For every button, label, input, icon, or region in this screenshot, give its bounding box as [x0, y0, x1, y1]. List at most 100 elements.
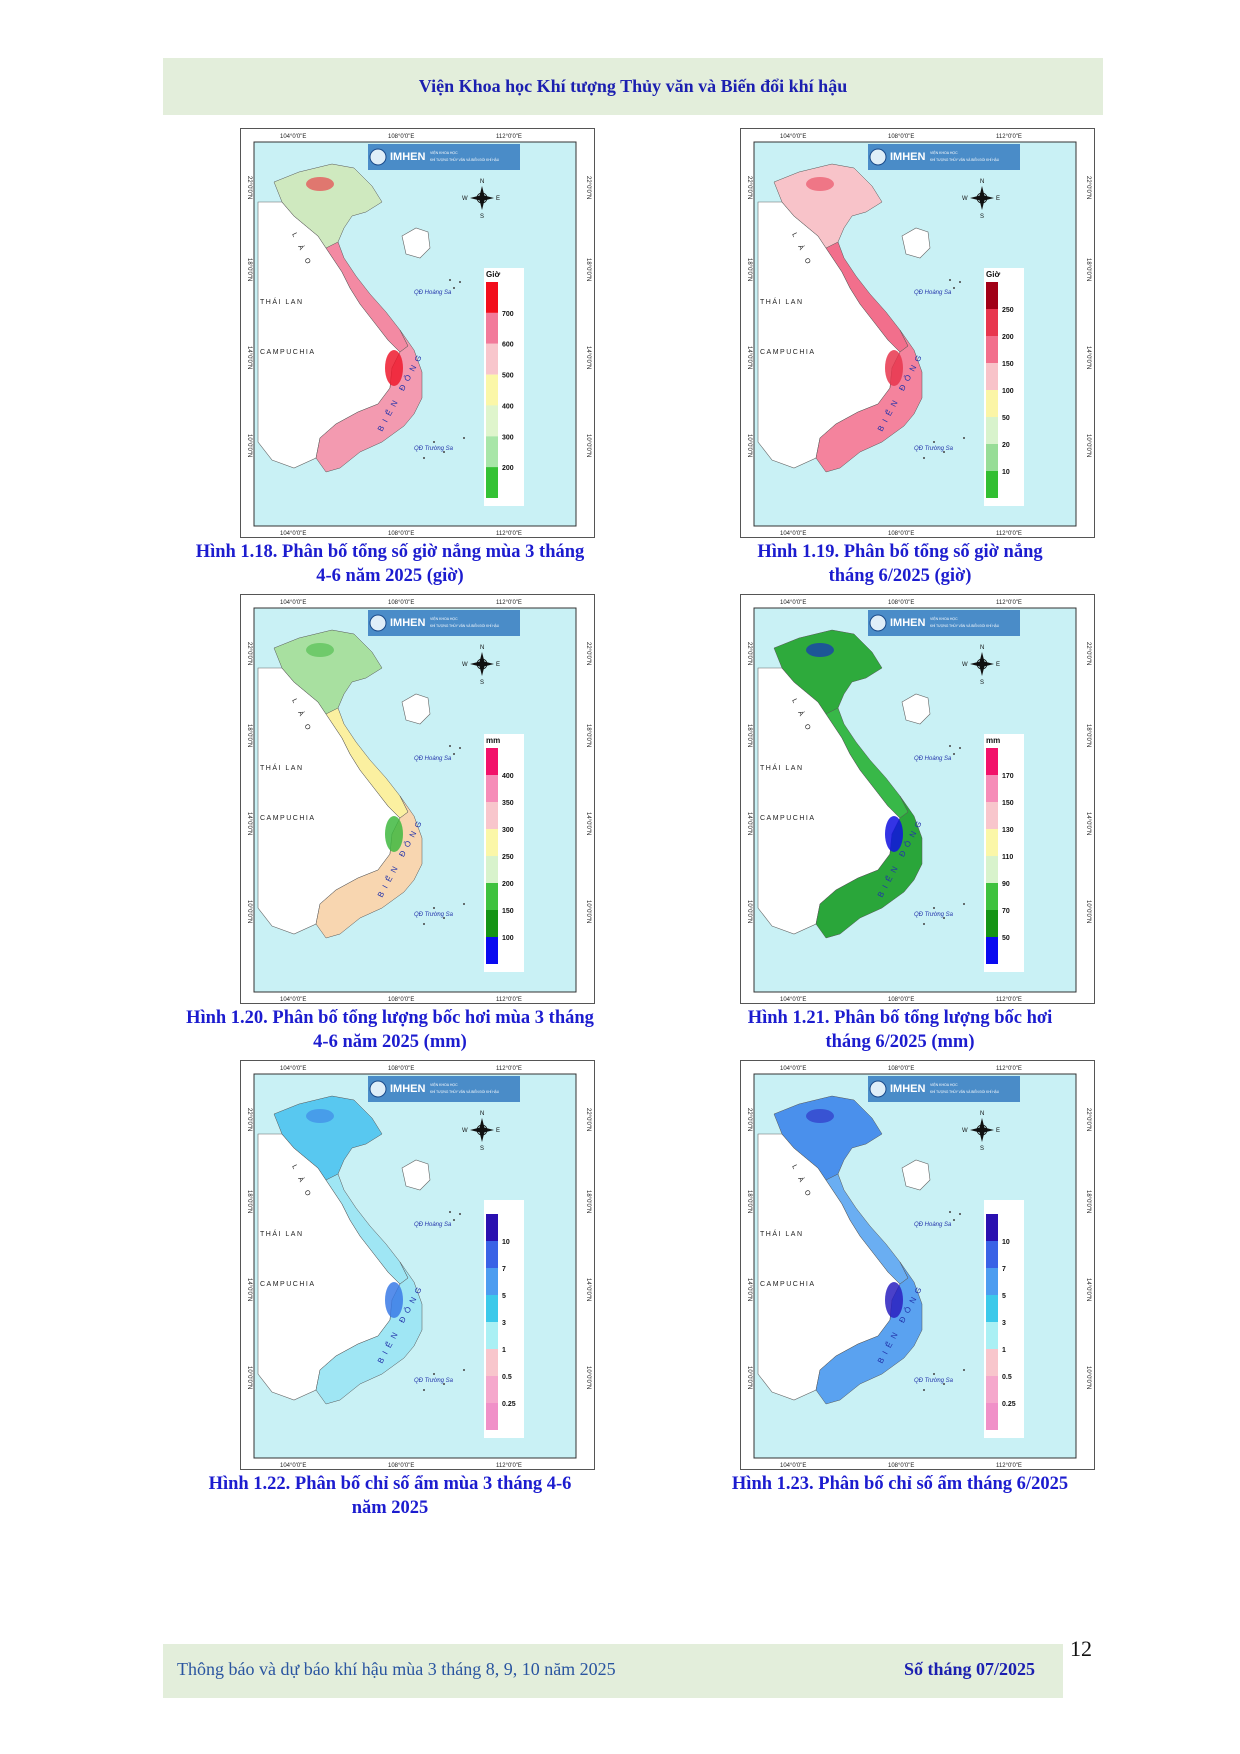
- latitude-label-left: 22°0'0"N: [246, 176, 252, 199]
- longitude-label-top: 104°0'0"E: [780, 1066, 806, 1072]
- imhen-logo-sub1: VIỆN KHOA HỌC: [430, 616, 458, 621]
- latitude-label-left: 10°0'0"N: [746, 1366, 752, 1389]
- imhen-emblem-icon: [369, 148, 387, 166]
- legend-tick-label: 130: [1002, 827, 1014, 834]
- vietnam-north-region: [273, 1095, 383, 1187]
- latitude-label-left: 14°0'0"N: [746, 812, 752, 835]
- figure-caption-line2: 4-6 năm 2025 (giờ): [316, 566, 464, 586]
- latitude-label-right: 22°0'0"N: [1085, 1108, 1091, 1131]
- label-truongsa: QĐ Trường Sa: [414, 446, 454, 452]
- label-campuchia: CAMPUCHIA: [760, 1281, 816, 1288]
- compass-needle-ew: [970, 661, 994, 667]
- figure-caption: Hình 1.18. Phân bố tổng số giờ nắng mùa …: [130, 540, 650, 588]
- figure-caption: Hình 1.19. Phân bố tổng số giờ nắng tháng…: [640, 540, 1160, 588]
- legend-tick-label: 7: [502, 1266, 506, 1273]
- legend-swatch: [486, 436, 498, 468]
- compass-e: E: [996, 1128, 1000, 1134]
- island-dot: [449, 1211, 451, 1213]
- legend-tick-label: 150: [502, 908, 514, 915]
- compass-n: N: [980, 1111, 984, 1117]
- latitude-label-right: 18°0'0"N: [1085, 258, 1091, 281]
- legend-swatch: [986, 309, 998, 336]
- legend-tick-label: 110: [1002, 854, 1013, 861]
- longitude-label-top: 104°0'0"E: [280, 1066, 306, 1072]
- compass-s: S: [980, 1146, 984, 1152]
- compass-e: E: [496, 196, 500, 202]
- longitude-label-top: 104°0'0"E: [280, 600, 306, 606]
- legend-tick-label: 300: [502, 434, 514, 441]
- compass-s: S: [480, 214, 484, 220]
- longitude-label-top: 112°0'0"E: [496, 1066, 522, 1072]
- label-thailan: THÁI LAN: [760, 297, 804, 306]
- compass-w: W: [462, 662, 468, 668]
- hainan-island: [401, 1159, 431, 1191]
- legend-swatch: [486, 1295, 498, 1322]
- legend-swatch: [986, 471, 998, 498]
- island-dot: [433, 441, 435, 443]
- island-dot: [443, 451, 445, 453]
- longitude-label-bottom: 108°0'0"E: [888, 1463, 914, 1469]
- legend-swatch: [986, 336, 998, 363]
- island-dot: [949, 745, 951, 747]
- legend-swatch: [486, 1322, 498, 1349]
- longitude-label-bottom: 104°0'0"E: [780, 531, 806, 537]
- latitude-label-left: 22°0'0"N: [746, 642, 752, 665]
- longitude-label-bottom: 112°0'0"E: [996, 531, 1022, 537]
- island-dot: [963, 903, 965, 905]
- legend-unit: Giờ: [986, 270, 1000, 279]
- latitude-label-right: 22°0'0"N: [1085, 176, 1091, 199]
- legend-tick-label: 20: [1002, 442, 1010, 449]
- legend-swatch: [486, 910, 498, 937]
- island-dot: [449, 279, 451, 281]
- legend-swatch: [486, 829, 498, 856]
- imhen-logo-text: IMHEN: [890, 151, 926, 163]
- imhen-logo-text: IMHEN: [890, 1083, 926, 1095]
- imhen-logo-sub2: KHÍ TƯỢNG THỦY VĂN VÀ BIẾN ĐỔI KHÍ HẬU: [930, 623, 1000, 628]
- legend-tick-label: 10: [1002, 1239, 1010, 1246]
- vietnam-north-region: [273, 629, 383, 721]
- legend-swatch: [986, 1403, 998, 1430]
- latitude-label-right: 14°0'0"N: [585, 1278, 591, 1301]
- island-dot: [923, 1389, 925, 1391]
- imhen-emblem-icon: [869, 1080, 887, 1098]
- label-hoangsa: QĐ Hoàng Sa: [914, 1222, 952, 1228]
- latitude-label-right: 14°0'0"N: [585, 812, 591, 835]
- legend-swatch: [486, 1268, 498, 1295]
- island-dot: [959, 1213, 961, 1215]
- legend-swatch: [486, 856, 498, 883]
- label-campuchia: CAMPUCHIA: [760, 815, 816, 822]
- legend-tick-label: 50: [1002, 935, 1010, 942]
- figure-caption-line1: Hình 1.18. Phân bố tổng số giờ nắng mùa …: [195, 542, 585, 562]
- label-truongsa: QĐ Trường Sa: [914, 912, 954, 918]
- compass-rose-icon: N S E W: [462, 645, 500, 686]
- figure-caption-line1: Hình 1.23. Phân bố chỉ số ẩm tháng 6/202…: [731, 1474, 1069, 1494]
- imhen-logo-sub1: VIỆN KHOA HỌC: [430, 150, 458, 155]
- latitude-label-left: 22°0'0"N: [246, 1108, 252, 1131]
- island-dot: [443, 917, 445, 919]
- island-dot: [959, 747, 961, 749]
- label-campuchia: CAMPUCHIA: [760, 349, 816, 356]
- hotspot-zone: [385, 1282, 403, 1318]
- label-hoangsa: QĐ Hoàng Sa: [414, 1222, 452, 1228]
- legend-tick-label: 100: [502, 935, 514, 942]
- legend-swatch: [986, 444, 998, 471]
- longitude-label-bottom: 104°0'0"E: [280, 1463, 306, 1469]
- longitude-label-top: 108°0'0"E: [388, 134, 414, 140]
- compass-n: N: [980, 645, 984, 651]
- legend-tick-label: 200: [502, 465, 514, 472]
- island-dot: [933, 907, 935, 909]
- legend-tick-label: 5: [1002, 1293, 1006, 1300]
- imhen-logo-text: IMHEN: [390, 617, 426, 629]
- island-dot: [453, 1219, 455, 1221]
- latitude-label-left: 10°0'0"N: [746, 434, 752, 457]
- legend-swatch: [986, 1268, 998, 1295]
- longitude-label-bottom: 108°0'0"E: [388, 997, 414, 1003]
- map-figure-1-22: 104°0'0"E 108°0'0"E 112°0'0"E 104°0'0"E 108°…: [240, 1060, 595, 1470]
- footer-publication: Thông báo và dự báo khí hậu mùa 3 tháng …: [177, 1659, 616, 1679]
- legend-swatch: [986, 1295, 998, 1322]
- imhen-logo-banner: [868, 610, 1020, 636]
- hainan-island: [401, 227, 431, 259]
- figure-caption-line2: tháng 6/2025 (mm): [825, 1032, 975, 1052]
